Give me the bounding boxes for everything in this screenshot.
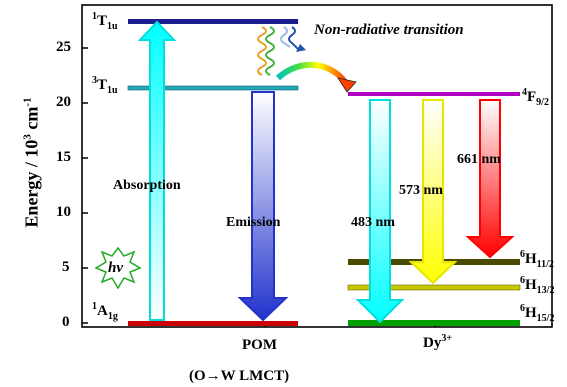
absorption-arrow [137, 20, 177, 321]
level-4f92 [348, 92, 520, 96]
tick-label-0: 0 [62, 314, 70, 330]
level-1t1u [128, 19, 298, 24]
squiggle-green [265, 26, 275, 76]
arrow-573nm [408, 99, 458, 285]
pom-sublabel: (O→W LMCT) [189, 368, 290, 384]
level-6h152 [348, 320, 520, 326]
hv-label: hv [108, 260, 123, 276]
emission-arrow [237, 91, 289, 322]
emission-573-label: 573 nm [399, 183, 443, 198]
hv-star-icon [94, 246, 142, 290]
tick-label-25: 25 [56, 39, 71, 55]
pom-label: POM [242, 337, 277, 353]
absorption-label: Absorption [113, 178, 181, 193]
squiggle-lightblue [280, 26, 291, 48]
tick-label-20: 20 [56, 94, 71, 110]
level-6h132 [347, 284, 521, 291]
emission-661-label: 661 nm [457, 152, 501, 167]
state-label-1t1u: 1T1u [92, 11, 118, 32]
tick-label-15: 15 [56, 149, 71, 165]
level-3t1u [127, 85, 299, 91]
y-axis-label: Energy / 103 cm-1 [21, 97, 42, 228]
tick-label-5: 5 [62, 259, 70, 275]
state-label-3t1u: 3T1u [92, 75, 118, 96]
plot-frame [81, 4, 553, 328]
energy-transfer-curve [275, 62, 348, 84]
level-1a1g [128, 321, 298, 326]
arrow-483nm [355, 99, 405, 324]
arrow-661nm [465, 99, 515, 259]
squiggle-arrowhead [296, 44, 306, 52]
tick-label-10: 10 [56, 204, 71, 220]
squiggle-blue [288, 26, 299, 50]
state-label-1a1g: 1A1g [92, 301, 118, 322]
squiggle-orange [257, 26, 267, 76]
state-label-4f92: 4F9/2 [522, 87, 549, 108]
state-label-6h112: 6H11/2 [520, 249, 554, 270]
emission-label: Emission [226, 215, 281, 230]
emission-483-label: 483 nm [351, 215, 395, 230]
state-label-6h152: 6H15/2 [520, 303, 555, 324]
dy-label: Dy3+ [423, 333, 453, 351]
energy-transfer-arrowhead [337, 77, 357, 93]
state-label-6h132: 6H13/2 [520, 275, 555, 296]
non-radiative-label: Non-radiative transition [314, 22, 464, 38]
